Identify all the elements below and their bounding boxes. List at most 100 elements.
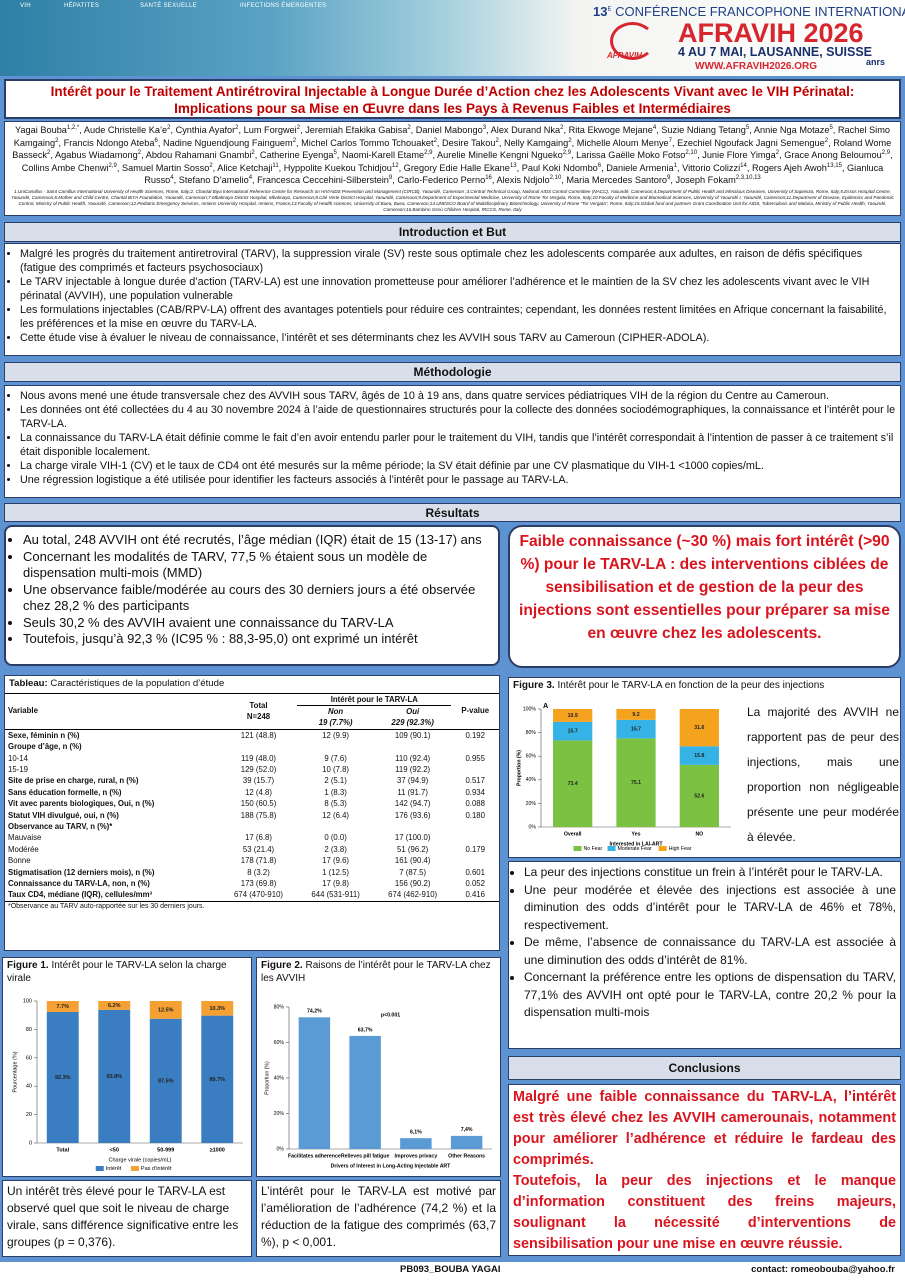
author: Samuel Martin Sosso2 [122, 163, 217, 173]
x-tick-label: Overall [564, 831, 582, 837]
author: Vittorio Colizzi14 [682, 163, 752, 173]
author-name: Ezechiel Ngoufack Jagni Semengue [677, 137, 825, 148]
table-cell: 644 (531-911) [311, 890, 360, 900]
table-row: Modérée 53 (21.4) 2 (3.8) 51 (96.2) 0.179 [5, 844, 499, 855]
legend-swatch [658, 846, 667, 851]
author-name: Yagai Bouba [14, 125, 67, 135]
bar [616, 738, 656, 827]
caption-text: Intérêt pour le TARV-LA selon la charge … [7, 960, 227, 984]
bullet-list: Nous avons mené une étude transversale c… [9, 389, 896, 487]
table-row: 10-14 119 (48.0) 9 (7.6) 110 (92.4) 0.955 [5, 753, 499, 764]
methods-box: Nous avons mené une étude transversale c… [4, 385, 901, 498]
author-affiliation: 2,9 [881, 150, 891, 157]
author: Stefano D’amelio4 [179, 175, 257, 185]
table-cell: 53 (21.4) [242, 844, 275, 854]
author-name: Alex Durand Nka [490, 125, 561, 135]
table-cell: 156 (90.2) [394, 879, 431, 888]
author-name: Michelle Aloum Menye [576, 137, 669, 148]
table-head: Variable Total N=248 Intérêt pour le TARV… [5, 693, 499, 730]
author-name: Daniel Mabongo [415, 125, 483, 135]
figure2-chart: 0% 20% 40% 60% 80% Facilitates adherence 74,2%… [264, 1004, 492, 1169]
author-affiliation: 2,9 [424, 150, 433, 157]
results-right-box: La peur des injections constitue un frei… [508, 861, 901, 1049]
author-affiliation: 2 [137, 150, 142, 157]
table-cell: 11 (91.7) [397, 787, 428, 797]
value-label: 15.7 [568, 729, 578, 735]
value-label: 7,4% [461, 1127, 473, 1133]
y-tick-label: 20% [526, 801, 537, 807]
bullet: Une régression logistique a été utilisée… [20, 473, 896, 487]
table-cell: 0.517 [465, 776, 485, 786]
legend-label: Intérêt [106, 1166, 122, 1172]
table-cell: 110 (92.4) [395, 753, 431, 763]
x-axis-label: Charge virale (copies/mL) [109, 1157, 172, 1163]
header-cell: 19 (7.7%) [318, 718, 353, 728]
author: Carlo-Federico Perno16 [397, 175, 496, 185]
table-cell: 10-14 [8, 753, 28, 763]
bar [553, 709, 593, 722]
author: Yagai Bouba1,2,* [15, 125, 84, 135]
table-cell [451, 821, 499, 832]
table-row: Statut VIH divulgué, oui, n (%) 188 (75.8… [5, 810, 499, 821]
conference-name: CONFÉRENCE FRANCOPHONE INTERNATIONALE [615, 4, 905, 19]
author: Agabus Wiadamong2 [55, 150, 146, 160]
value-label: 6.2% [108, 1003, 121, 1009]
figure2-box: Figure 2. Raisons de l’intérêt pour le T… [256, 957, 501, 1177]
table-cell: 2 (3.8) [324, 844, 347, 854]
author-affiliation: 2 [775, 150, 780, 157]
author-name: Aude Christelle Ka’e [83, 125, 168, 135]
bar [46, 1001, 79, 1012]
author-name: Abdou Rahamani Gnambi [145, 150, 252, 161]
author-name: Hyppolite Kuekou Tchidjou [283, 162, 392, 173]
author-name: Rogers Ajeh Awoh [751, 162, 827, 173]
header-text: Total [249, 700, 268, 710]
y-tick-label: 80 [26, 1027, 32, 1033]
y-tick-label: 40% [274, 1075, 285, 1081]
results-box: Au total, 248 AVVIH ont été recrutés, l’… [4, 525, 500, 666]
table-cell [451, 855, 499, 866]
table-cell: Sexe, féminin n (%) [8, 730, 80, 740]
logo-ribbon [610, 22, 655, 60]
author-affiliation: 2 [167, 124, 171, 131]
y-tick-label: 40 [26, 1084, 32, 1090]
y-tick-label: 60% [274, 1040, 285, 1046]
author-name: Carlo-Federico Perno [397, 175, 486, 186]
author: Aude Christelle Ka’e2 [84, 125, 176, 135]
table-footnote: *Observance au TARV auto-rapportée sur l… [8, 902, 205, 910]
poster-title: Intérêt pour le Traitement Antirétrovira… [4, 79, 901, 119]
bullet: Les données ont été collectées du 4 au 3… [20, 403, 896, 431]
table-cell: 17 (6.8) [245, 833, 272, 843]
bar [98, 1001, 131, 1010]
value-label: 92.3% [55, 1075, 71, 1081]
x-tick-label: <50 [110, 1147, 119, 1153]
x-tick-label: Yes [632, 831, 641, 837]
conclusions-box: Malgré une faible connaissance du TARV-L… [508, 1084, 901, 1256]
author-affiliation: 6 [154, 137, 158, 144]
table-cell: Observance au TARV, n (%)* [8, 821, 113, 831]
author: Larissa Gaëlle Moko Fotso2,10 [576, 150, 702, 160]
bullet: La peur des injections constitue un frei… [524, 864, 896, 882]
table-cell: 142 (94.7) [394, 799, 431, 809]
bullet: Concernant les modalités de TARV, 77,5 %… [23, 549, 492, 582]
author-name: Suzie Ndiang Tetang [661, 125, 746, 135]
table-row: Mauvaise 17 (6.8) 0 (0.0) 17 (100.0) [5, 832, 499, 843]
author-affiliation: 2,3,10,13 [735, 175, 761, 182]
author-affiliation: 2 [495, 137, 499, 144]
x-tick-label: Relieves pill fatigue [341, 1153, 390, 1159]
banner: VIH HÉPATITES SANTÉ SEXUELLE INFECTIONS … [0, 0, 905, 76]
author: Catherine Eyenga5 [260, 150, 342, 160]
bar [149, 1018, 182, 1143]
y-tick-label: 60 [26, 1055, 32, 1061]
value-label: 6,1% [410, 1130, 422, 1136]
header-cell: P-value [461, 706, 490, 716]
section-heading: Introduction et But [4, 222, 901, 242]
table-cell: 15-19 [8, 764, 28, 774]
bullet: Malgré les progrès du traitement antiret… [20, 247, 896, 275]
header-cell: Oui [406, 706, 420, 716]
bullet: Concernant la préférence entre les optio… [524, 969, 896, 1022]
author-name: Lum Forgwei [243, 125, 297, 135]
authors-block: Yagai Bouba1,2,*Aude Christelle Ka’e2Cyn… [4, 121, 901, 216]
table-cell [451, 832, 499, 843]
caption-label: Figure 2. [261, 960, 303, 971]
author-affiliation: 2 [568, 137, 572, 144]
